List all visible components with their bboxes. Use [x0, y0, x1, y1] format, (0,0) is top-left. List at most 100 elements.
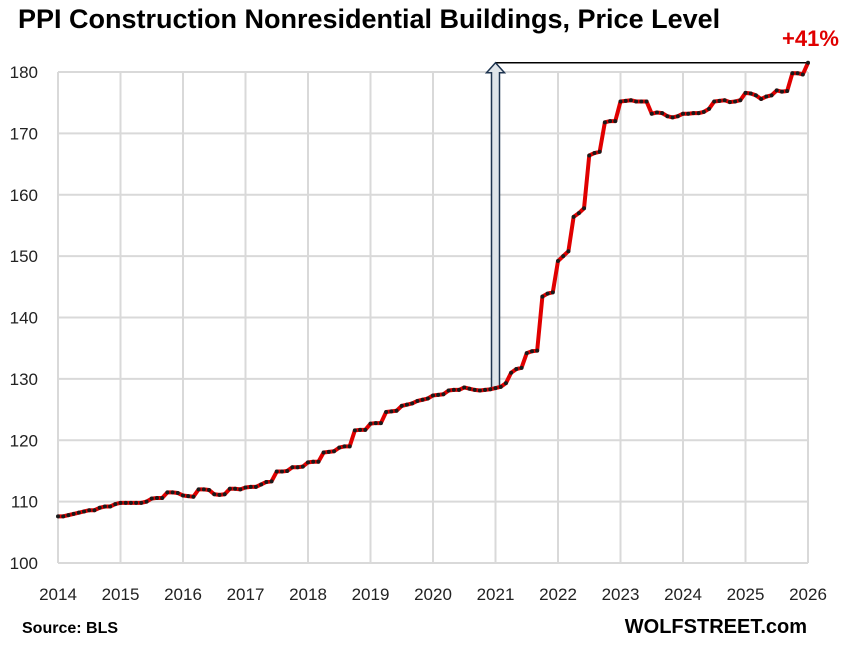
data-point [566, 249, 571, 254]
data-point [384, 410, 389, 415]
data-point [243, 485, 248, 490]
data-point [123, 500, 128, 505]
data-point [753, 93, 758, 98]
annotations [484, 61, 808, 389]
data-point [561, 254, 566, 259]
data-point [207, 487, 212, 492]
data-point [154, 495, 159, 500]
data-point [545, 291, 550, 296]
data-point [769, 93, 774, 98]
y-tick-label: 160 [10, 186, 38, 205]
data-point [113, 502, 118, 507]
x-tick-label: 2026 [789, 585, 827, 604]
data-point [358, 427, 363, 432]
data-point [441, 392, 446, 397]
data-point [550, 290, 555, 295]
data-point [785, 89, 790, 94]
data-point [795, 71, 800, 76]
data-point [87, 508, 92, 513]
data-point [66, 513, 71, 518]
y-tick-label: 120 [10, 431, 38, 450]
data-point [352, 428, 357, 433]
data-point [373, 421, 378, 426]
data-point [415, 398, 420, 403]
data-point [212, 492, 217, 497]
data-point [686, 111, 691, 116]
data-point [108, 504, 113, 509]
data-point [644, 99, 649, 104]
data-point [733, 99, 738, 104]
data-point [524, 351, 529, 356]
data-point [597, 149, 602, 154]
data-point [170, 490, 175, 495]
data-point [139, 500, 144, 505]
data-point [311, 459, 316, 464]
x-axis-ticks: 2014 2015 2016 2017 2018 2019 2020 2021 2022 2023… [39, 585, 827, 604]
data-point [462, 385, 467, 390]
data-point [316, 459, 321, 464]
data-point [503, 381, 508, 386]
data-point [587, 153, 592, 158]
data-point [295, 465, 300, 470]
data-point [238, 487, 243, 492]
data-point [696, 111, 701, 116]
data-point [342, 444, 347, 449]
data-point [701, 109, 706, 114]
data-point [420, 397, 425, 402]
data-point [321, 450, 326, 455]
x-tick-label: 2025 [727, 585, 765, 604]
data-point [446, 388, 451, 393]
data-point [592, 151, 597, 156]
data-point [269, 479, 274, 484]
data-point [519, 365, 524, 370]
data-point [259, 482, 264, 487]
data-point [97, 505, 102, 510]
data-point [76, 510, 81, 515]
data-point [602, 120, 607, 125]
data-point [285, 468, 290, 473]
data-point [451, 387, 456, 392]
grid [57, 71, 809, 564]
data-point [326, 449, 331, 454]
data-point [582, 206, 587, 211]
data-point [368, 421, 373, 426]
y-tick-label: 110 [11, 493, 38, 512]
brand-label: WOLFSTREET.com [624, 616, 807, 638]
data-point [378, 421, 383, 426]
y-tick-label: 150 [10, 247, 38, 266]
data-point [748, 91, 753, 96]
data-point [800, 72, 805, 77]
data-point [144, 499, 149, 504]
data-point [806, 60, 810, 65]
data-point [707, 106, 712, 111]
series [56, 60, 810, 519]
data-point [774, 88, 779, 93]
data-point [201, 487, 206, 492]
data-point [514, 367, 519, 372]
data-point [186, 494, 191, 499]
data-point [759, 97, 764, 102]
data-point [467, 386, 472, 391]
data-point [233, 486, 238, 491]
x-tick-label: 2024 [664, 585, 702, 604]
data-point [191, 494, 196, 499]
increase-arrow [484, 61, 507, 389]
data-point [670, 115, 675, 120]
data-point [628, 98, 633, 103]
x-tick-label: 2022 [539, 585, 577, 604]
data-point [82, 509, 87, 514]
y-axis-ticks: 100 110 120 130 140 150 160 170 180 [10, 63, 38, 573]
data-point [399, 403, 404, 408]
data-point [556, 259, 560, 264]
data-point [623, 98, 628, 103]
x-tick-label: 2019 [352, 585, 390, 604]
data-point [639, 99, 644, 104]
data-point [118, 500, 123, 505]
data-point [576, 211, 581, 216]
data-point [248, 484, 253, 489]
x-tick-label: 2018 [289, 585, 327, 604]
data-point [618, 99, 623, 104]
data-point [483, 387, 488, 392]
data-point [488, 387, 493, 392]
data-point [660, 111, 665, 116]
